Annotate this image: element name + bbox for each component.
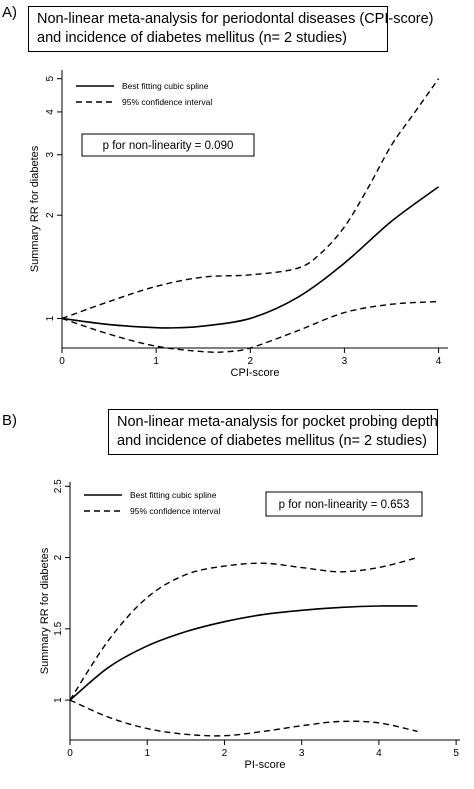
panel-b-label: B)	[2, 412, 17, 429]
chart-1-series-1-line	[69, 556, 418, 701]
chart-0-y-tick-label: 1	[45, 315, 56, 321]
chart-1-annotation-text: p for non-linearity = 0.653	[279, 499, 410, 511]
chart-0-legend-label: Best fitting cubic spline	[122, 81, 209, 91]
chart-1-y-tick-label: 1.5	[53, 621, 64, 635]
panel-a-title-box: Non-linear meta-analysis for periodontal…	[28, 6, 434, 52]
chart-1-annotation-box	[265, 491, 423, 517]
chart-0-y-tick-label: 3	[45, 152, 56, 158]
chart-1-legend-label: Best fitting cubic spline	[130, 490, 217, 500]
chart-0-x-tick-label: 1	[153, 356, 159, 367]
chart-0-annotation-text: p for non-linearity = 0.090	[103, 140, 234, 152]
chart-1-x-tick-label: 2	[222, 748, 228, 759]
chart-0-x-tick-label: 3	[342, 356, 348, 367]
chart-0-x-tick-label: 4	[436, 356, 442, 367]
chart-1-series-0-line	[69, 605, 418, 701]
panel-a-title-line-1: Non-linear meta-analysis for periodontal…	[37, 11, 434, 27]
chart-0-x-axis-label: CPI-score	[231, 367, 280, 379]
chart-0-series-2-line	[61, 300, 439, 353]
chart-0-x-tick-label: 0	[59, 356, 65, 367]
chart-1-group: 0 1 2 3 4 5 1 1.5 2 2.5 PI-score Summary RR for dia…	[39, 479, 460, 771]
chart-0-annotation-box	[81, 133, 255, 157]
chart-1-x-tick-label: 4	[376, 748, 382, 759]
chart-0-x-tick-label: 2	[248, 356, 254, 367]
chart-0-y-tick-label: 2	[45, 212, 56, 218]
chart-1-series-2-line	[69, 699, 418, 737]
panel-b-title-box: Non-linear meta-analysis for pocket prob…	[108, 409, 438, 455]
panel-a-title-line-2: and incidence of diabetes mellitus (n= 2…	[37, 30, 347, 46]
chart-1-y-axis-label: Summary RR for diabetes	[39, 547, 51, 674]
chart-1-x-axis-label: PI-score	[245, 759, 286, 771]
chart-1-y-tick-label: 2	[53, 554, 64, 560]
chart-0-group: 0 1 2 3 4 1 2 3 4 5 CPI-score Summary RR for diabet…	[29, 70, 448, 379]
chart-0-legend: Best fitting cubic spline 95% confidence …	[76, 81, 212, 107]
panel-a-label: A)	[2, 4, 17, 21]
chart-1-x-tick-label: 3	[299, 748, 305, 759]
panel-b-title-line-1: Non-linear meta-analysis for pocket prob…	[117, 414, 438, 430]
chart-1-y-tick-label: 1	[53, 697, 64, 703]
chart-0-y-axis-label: Summary RR for diabetes	[29, 145, 41, 272]
chart-0-series-0-line	[61, 186, 440, 329]
chart-0-y-tick-label: 4	[45, 109, 56, 115]
chart-1-legend-label: 95% confidence interval	[130, 506, 220, 516]
chart-1-x-tick-label: 0	[67, 748, 73, 759]
chart-1-x-tick-label: 1	[144, 748, 150, 759]
panel-b-title-line-2: and incidence of diabetes mellitus (n= 2…	[117, 433, 427, 449]
chart-1-x-tick-label: 5	[453, 748, 459, 759]
chart-0-legend-label: 95% confidence interval	[122, 97, 212, 107]
chart-0-series-1-line	[61, 78, 440, 320]
chart-1-y-tick-label: 2.5	[53, 479, 64, 493]
chart-1-legend: Best fitting cubic spline 95% confidence …	[84, 490, 220, 516]
chart-0-y-tick-label: 5	[45, 75, 56, 81]
